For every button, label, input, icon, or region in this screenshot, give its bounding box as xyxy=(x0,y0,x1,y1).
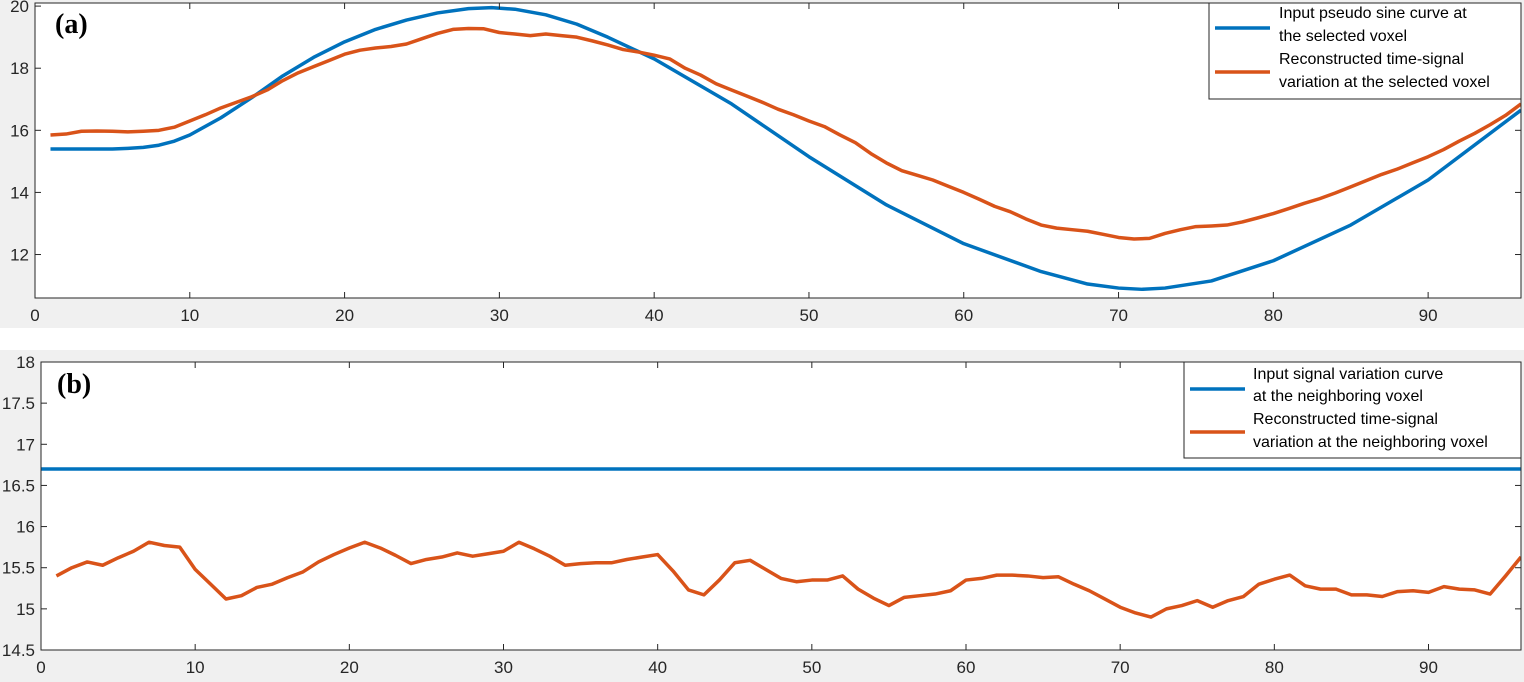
panel-label: (a) xyxy=(55,9,88,40)
x-tick-label: 80 xyxy=(1265,658,1284,677)
series-line-reconstructed xyxy=(55,540,1521,619)
series-line-input xyxy=(50,5,1521,292)
y-tick-label: 16 xyxy=(10,121,29,140)
x-tick-label: 60 xyxy=(954,306,973,325)
x-tick-label: 10 xyxy=(186,658,205,677)
x-tick-label: 40 xyxy=(645,306,664,325)
x-tick-label: 30 xyxy=(494,658,513,677)
y-tick-label: 15.5 xyxy=(2,559,35,578)
y-tick-label: 15 xyxy=(16,600,35,619)
legend-label-input: the selected voxel xyxy=(1279,28,1407,45)
y-tick-label: 16 xyxy=(16,518,35,537)
x-tick-label: 60 xyxy=(957,658,976,677)
legend-label-input: at the neighboring voxel xyxy=(1253,388,1423,405)
legend-label-reconstructed: Reconstructed time-signal xyxy=(1253,411,1438,428)
series-line-reconstructed xyxy=(50,26,1521,241)
x-tick-label: 90 xyxy=(1419,658,1438,677)
legend-box xyxy=(1208,2,1522,100)
x-tick-label: 80 xyxy=(1264,306,1283,325)
x-tick-label: 50 xyxy=(799,306,818,325)
chart-panel-a: 0 10 20 30 40 50 60 70 80 90 12 14 16 18 20 (a) Input ps… xyxy=(10,0,1522,325)
y-tick-label: 12 xyxy=(10,246,29,265)
legend-label-reconstructed: Reconstructed time-signal xyxy=(1279,51,1464,68)
legend-label-reconstructed: variation at the selected voxel xyxy=(1279,74,1490,91)
x-tick-label: 50 xyxy=(802,658,821,677)
y-tick-label: 17.5 xyxy=(2,394,35,413)
chart-panel-b: 0 10 20 30 40 50 60 70 80 90 14.5 15 15.5 16 16.5 17 17.… xyxy=(2,353,1522,677)
x-tick-label: 40 xyxy=(648,658,667,677)
x-tick-label: 10 xyxy=(180,306,199,325)
x-tick-label: 20 xyxy=(335,306,354,325)
legend-label-input: Input signal variation curve xyxy=(1253,366,1443,383)
y-tick-label: 14 xyxy=(10,183,29,202)
x-tick-label: 70 xyxy=(1111,658,1130,677)
y-tick-label: 20 xyxy=(10,0,29,16)
y-tick-label: 18 xyxy=(10,59,29,78)
y-tick-label: 16.5 xyxy=(2,476,35,495)
axes-box xyxy=(40,361,1522,651)
panel-label: (b) xyxy=(57,369,91,400)
x-tick-label: 20 xyxy=(340,658,359,677)
y-tick-label: 14.5 xyxy=(2,641,35,660)
x-tick-label: 70 xyxy=(1109,306,1128,325)
legend-label-reconstructed: variation at the neighboring voxel xyxy=(1253,434,1488,451)
legend-box xyxy=(1183,361,1522,459)
legend-label-input: Input pseudo sine curve at xyxy=(1279,5,1467,22)
x-tick-label: 90 xyxy=(1419,306,1438,325)
axes-box xyxy=(34,2,1522,299)
x-tick-label: 30 xyxy=(490,306,509,325)
y-tick-label: 17 xyxy=(16,435,35,454)
y-tick-label: 18 xyxy=(16,353,35,372)
x-tick-label: 0 xyxy=(30,306,39,325)
x-tick-label: 0 xyxy=(36,658,45,677)
